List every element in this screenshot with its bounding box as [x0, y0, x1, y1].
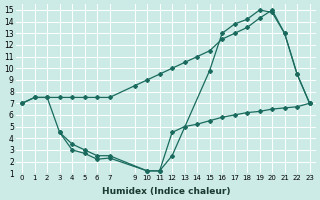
X-axis label: Humidex (Indice chaleur): Humidex (Indice chaleur) — [102, 187, 230, 196]
